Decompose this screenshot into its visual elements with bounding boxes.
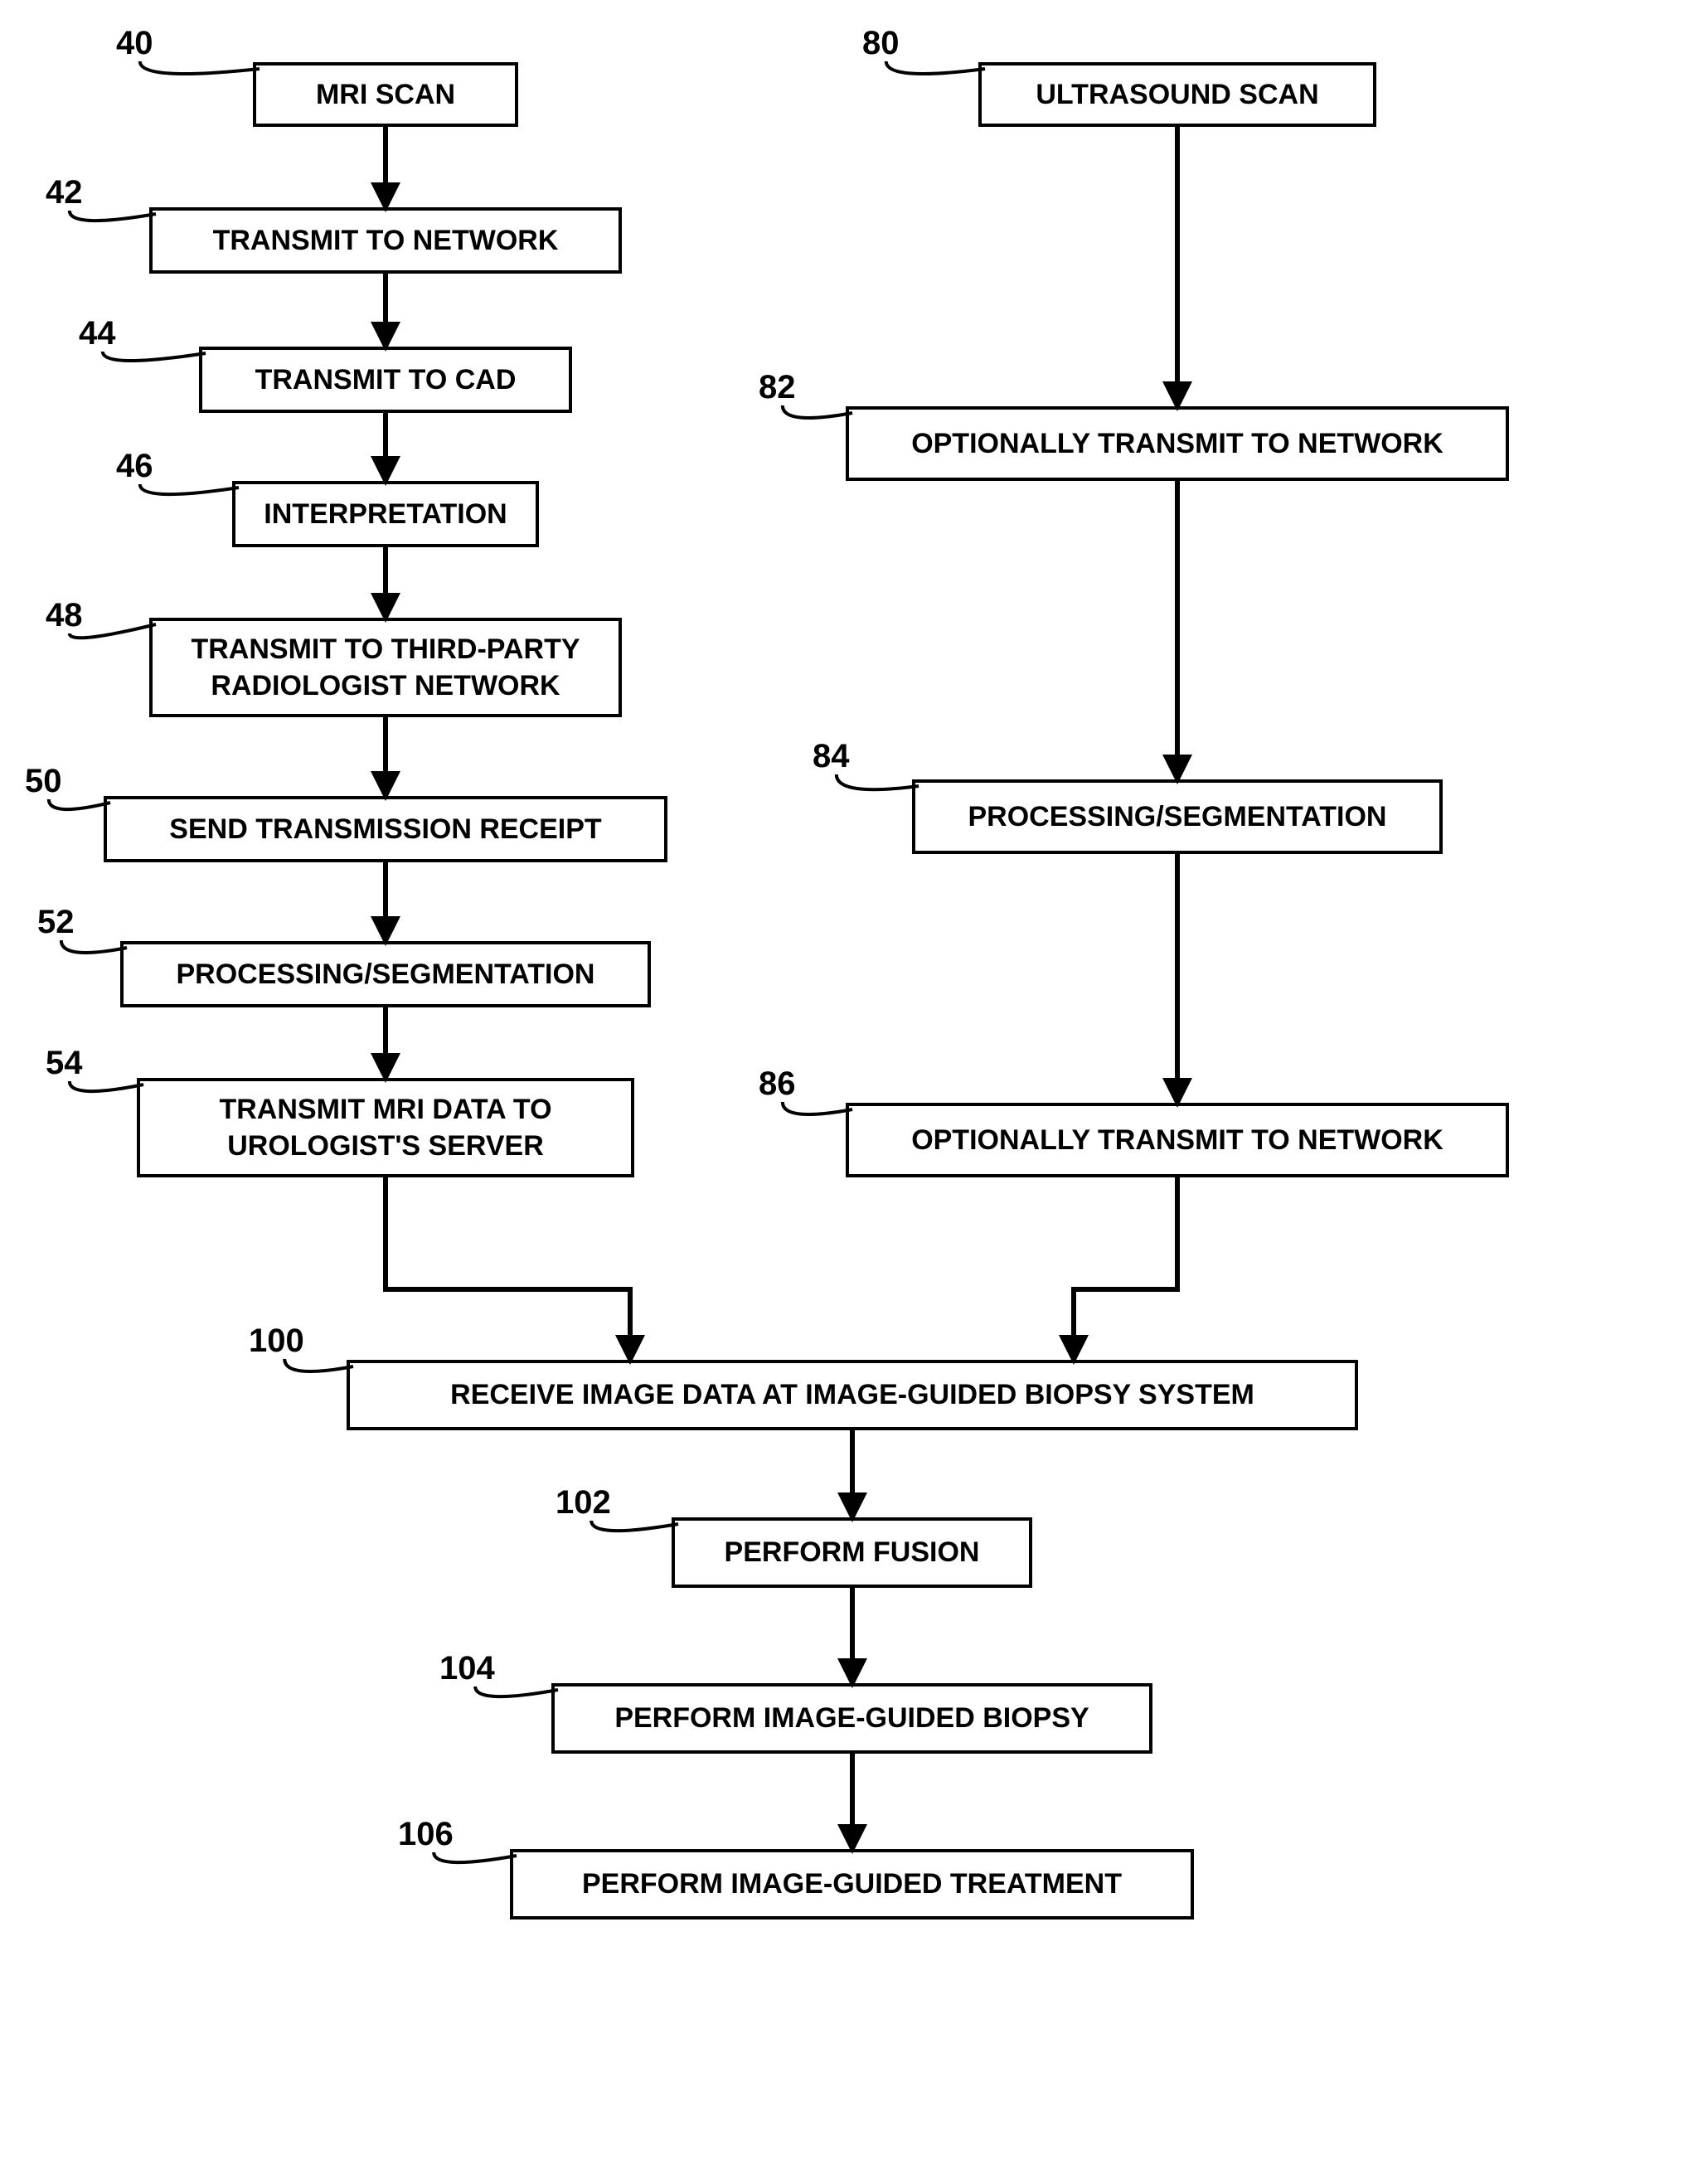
flow-node-label: INTERPRETATION (264, 496, 507, 532)
flow-node-n82: OPTIONALLY TRANSMIT TO NETWORK (846, 406, 1509, 481)
ref-pointer-50 (49, 799, 110, 809)
ref-pointer-52 (61, 940, 127, 953)
flow-node-label: TRANSMIT TO THIRD-PARTY RADIOLOGIST NETW… (163, 631, 609, 704)
ref-label-40: 40 (116, 25, 153, 62)
flow-node-n40: MRI SCAN (253, 62, 518, 127)
flow-node-n46: INTERPRETATION (232, 481, 539, 547)
flow-node-n50: SEND TRANSMISSION RECEIPT (104, 796, 667, 862)
ref-label-100: 100 (249, 1323, 304, 1360)
flow-node-n48: TRANSMIT TO THIRD-PARTY RADIOLOGIST NETW… (149, 618, 622, 717)
edge-n54-n100 (386, 1177, 630, 1360)
ref-label-42: 42 (46, 174, 83, 211)
ref-pointer-86 (783, 1102, 852, 1114)
flow-node-label: OPTIONALLY TRANSMIT TO NETWORK (911, 1122, 1443, 1158)
ref-pointer-106 (434, 1852, 517, 1862)
ref-pointer-42 (70, 211, 156, 221)
ref-label-84: 84 (813, 738, 850, 775)
flow-node-label: RECEIVE IMAGE DATA AT IMAGE-GUIDED BIOPS… (450, 1376, 1254, 1413)
ref-label-44: 44 (79, 315, 116, 352)
flow-node-label: PROCESSING/SEGMENTATION (176, 956, 594, 993)
ref-pointer-46 (140, 484, 239, 494)
ref-label-54: 54 (46, 1045, 83, 1082)
flow-node-label: OPTIONALLY TRANSMIT TO NETWORK (911, 425, 1443, 462)
ref-label-104: 104 (439, 1650, 495, 1687)
flow-node-n100: RECEIVE IMAGE DATA AT IMAGE-GUIDED BIOPS… (347, 1360, 1358, 1430)
flow-node-n52: PROCESSING/SEGMENTATION (120, 941, 651, 1007)
flow-node-n54: TRANSMIT MRI DATA TO UROLOGIST'S SERVER (137, 1078, 634, 1177)
flow-node-n42: TRANSMIT TO NETWORK (149, 207, 622, 274)
flowchart-canvas: MRI SCAN TRANSMIT TO NETWORK TRANSMIT TO C… (0, 0, 1703, 2184)
ref-pointer-80 (886, 61, 985, 74)
flow-node-label: PROCESSING/SEGMENTATION (968, 798, 1386, 835)
flow-node-label: PERFORM FUSION (725, 1534, 980, 1570)
flow-node-n84: PROCESSING/SEGMENTATION (912, 779, 1443, 854)
ref-pointer-44 (103, 352, 206, 361)
flow-node-n86: OPTIONALLY TRANSMIT TO NETWORK (846, 1103, 1509, 1177)
flow-node-n44: TRANSMIT TO CAD (199, 347, 572, 413)
flow-node-label: PERFORM IMAGE-GUIDED TREATMENT (582, 1866, 1122, 1902)
ref-label-80: 80 (862, 25, 900, 62)
ref-pointer-102 (591, 1521, 678, 1531)
ref-label-102: 102 (556, 1484, 611, 1522)
flow-node-n102: PERFORM FUSION (672, 1517, 1032, 1588)
ref-label-106: 106 (398, 1816, 454, 1853)
ref-pointer-54 (70, 1081, 143, 1091)
flow-node-n104: PERFORM IMAGE-GUIDED BIOPSY (551, 1683, 1152, 1754)
ref-label-46: 46 (116, 448, 153, 485)
ref-pointer-100 (284, 1359, 353, 1371)
ref-label-48: 48 (46, 597, 83, 634)
flow-node-label: SEND TRANSMISSION RECEIPT (169, 811, 601, 847)
flow-node-label: TRANSMIT MRI DATA TO UROLOGIST'S SERVER (150, 1091, 621, 1164)
ref-pointer-40 (140, 61, 260, 74)
ref-pointer-104 (475, 1687, 558, 1696)
ref-label-86: 86 (759, 1065, 796, 1103)
ref-label-50: 50 (25, 763, 62, 800)
flow-node-label: ULTRASOUND SCAN (1036, 76, 1318, 113)
ref-pointer-84 (837, 774, 919, 789)
edge-n86-n100 (1074, 1177, 1177, 1360)
ref-pointer-82 (783, 405, 852, 418)
flow-node-label: PERFORM IMAGE-GUIDED BIOPSY (614, 1700, 1089, 1736)
flow-node-label: MRI SCAN (316, 76, 455, 113)
flow-node-n80: ULTRASOUND SCAN (978, 62, 1376, 127)
flow-node-label: TRANSMIT TO NETWORK (213, 222, 559, 259)
ref-label-52: 52 (37, 904, 75, 941)
ref-label-82: 82 (759, 369, 796, 406)
flow-node-label: TRANSMIT TO CAD (255, 362, 517, 398)
flow-node-n106: PERFORM IMAGE-GUIDED TREATMENT (510, 1849, 1194, 1919)
